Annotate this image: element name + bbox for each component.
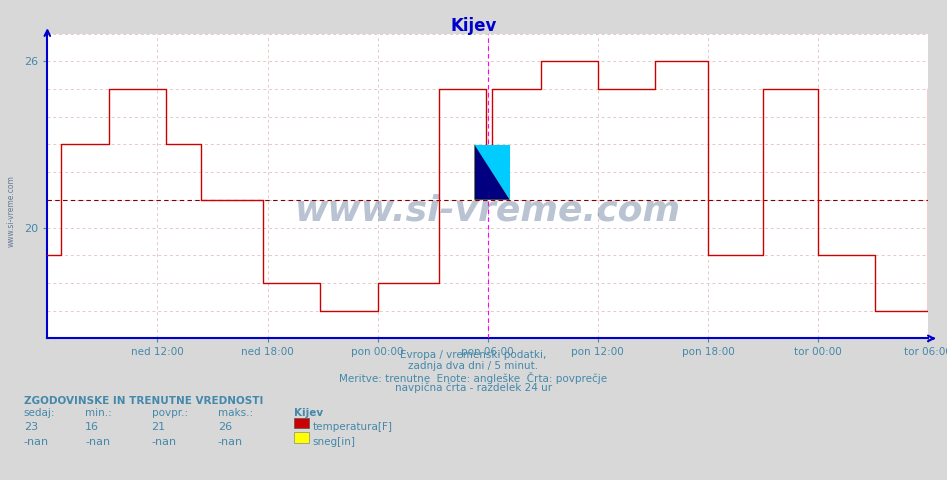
Text: 21: 21 xyxy=(152,422,166,432)
Text: 16: 16 xyxy=(85,422,99,432)
Text: Kijev: Kijev xyxy=(451,17,496,35)
Text: Evropa / vremenski podatki,: Evropa / vremenski podatki, xyxy=(401,350,546,360)
Text: Kijev: Kijev xyxy=(294,408,323,418)
Text: min.:: min.: xyxy=(85,408,112,418)
Text: www.si-vreme.com: www.si-vreme.com xyxy=(295,193,681,228)
Text: -nan: -nan xyxy=(85,437,111,447)
Text: -nan: -nan xyxy=(218,437,243,447)
Text: 26: 26 xyxy=(218,422,232,432)
Text: 23: 23 xyxy=(24,422,38,432)
Text: -nan: -nan xyxy=(24,437,49,447)
Text: povpr.:: povpr.: xyxy=(152,408,188,418)
Text: maks.:: maks.: xyxy=(218,408,253,418)
Bar xyxy=(474,145,509,200)
Text: sneg[in]: sneg[in] xyxy=(313,437,355,447)
Text: Meritve: trenutne  Enote: angleške  Črta: povprečje: Meritve: trenutne Enote: angleške Črta: … xyxy=(339,372,608,384)
Text: ZGODOVINSKE IN TRENUTNE VREDNOSTI: ZGODOVINSKE IN TRENUTNE VREDNOSTI xyxy=(24,396,263,406)
Text: -nan: -nan xyxy=(152,437,177,447)
Polygon shape xyxy=(474,145,509,200)
Text: navpična črta - razdelek 24 ur: navpična črta - razdelek 24 ur xyxy=(395,383,552,393)
Text: sedaj:: sedaj: xyxy=(24,408,55,418)
Text: www.si-vreme.com: www.si-vreme.com xyxy=(7,175,16,247)
Text: temperatura[F]: temperatura[F] xyxy=(313,422,392,432)
Text: zadnja dva dni / 5 minut.: zadnja dva dni / 5 minut. xyxy=(408,361,539,371)
Polygon shape xyxy=(474,145,509,200)
